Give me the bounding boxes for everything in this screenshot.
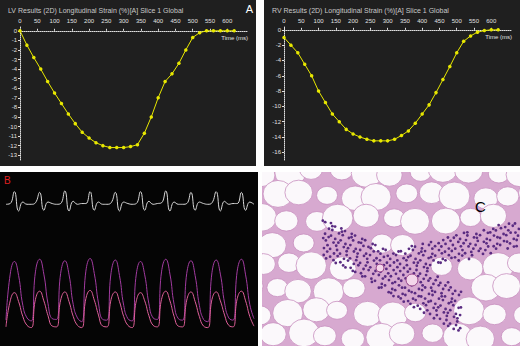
svg-text:-7: -7 [12,95,18,101]
svg-text:-16: -16 [272,149,281,155]
svg-text:100: 100 [314,18,325,24]
svg-text:300: 300 [119,18,130,24]
svg-text:-6: -6 [276,73,282,79]
svg-text:400: 400 [153,18,164,24]
svg-text:-8: -8 [12,104,18,110]
svg-text:-5: -5 [12,76,18,82]
svg-text:250: 250 [365,18,376,24]
svg-text:450: 450 [170,18,181,24]
svg-text:500: 500 [452,18,463,24]
svg-text:350: 350 [136,18,147,24]
svg-text:500: 500 [188,18,199,24]
svg-text:150: 150 [67,18,78,24]
svg-text:0: 0 [282,18,286,24]
svg-text:550: 550 [205,18,216,24]
svg-text:0: 0 [18,18,22,24]
svg-text:-14: -14 [272,134,281,140]
svg-text:-8: -8 [276,88,282,94]
svg-text:50: 50 [298,18,305,24]
svg-text:-9: -9 [12,114,18,120]
svg-text:-13: -13 [8,152,17,158]
svg-text:350: 350 [400,18,411,24]
svg-text:450: 450 [434,18,445,24]
svg-text:-4: -4 [12,66,18,72]
svg-text:300: 300 [383,18,394,24]
svg-text:600: 600 [486,18,497,24]
svg-text:200: 200 [84,18,95,24]
svg-text:-2: -2 [12,47,18,53]
svg-text:-10: -10 [272,103,281,109]
svg-text:Time (ms): Time (ms) [221,35,248,41]
svg-text:-10: -10 [8,124,17,130]
svg-text:Time (ms): Time (ms) [485,34,512,40]
svg-text:0: 0 [14,28,18,34]
svg-text:C: C [475,198,486,215]
svg-text:400: 400 [417,18,428,24]
svg-text:A: A [246,3,254,15]
svg-text:-6: -6 [12,85,18,91]
svg-text:-11: -11 [9,133,18,139]
svg-text:0: 0 [278,27,282,33]
svg-text:100: 100 [50,18,61,24]
svg-text:B: B [4,175,11,186]
svg-text:250: 250 [101,18,112,24]
svg-text:-12: -12 [272,119,281,125]
svg-text:LV Results (2D) Longitudinal S: LV Results (2D) Longitudinal Strain (%)[… [8,7,184,15]
svg-text:50: 50 [34,18,41,24]
svg-text:600: 600 [222,18,233,24]
svg-text:-4: -4 [276,57,282,63]
svg-text:-2: -2 [276,42,282,48]
svg-text:RV Results (2D) Longitudinal S: RV Results (2D) Longitudinal Strain (%)[… [272,7,449,15]
svg-text:-1: -1 [12,37,18,43]
svg-text:200: 200 [348,18,359,24]
svg-text:550: 550 [469,18,480,24]
svg-text:-12: -12 [8,143,17,149]
svg-text:-3: -3 [12,57,18,63]
svg-text:150: 150 [331,18,342,24]
